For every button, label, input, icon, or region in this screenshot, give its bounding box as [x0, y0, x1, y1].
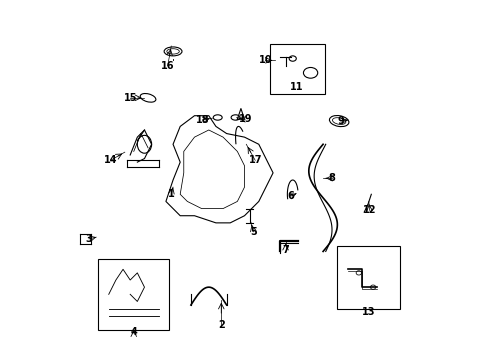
Text: 9: 9: [337, 116, 344, 126]
Bar: [98, 258, 169, 330]
Text: 18: 18: [195, 115, 209, 125]
Text: 6: 6: [287, 191, 294, 201]
Text: 16: 16: [161, 61, 174, 71]
Text: 4: 4: [130, 327, 137, 337]
Bar: [269, 44, 324, 94]
Text: 3: 3: [85, 234, 92, 244]
Text: 17: 17: [248, 156, 262, 165]
Text: 7: 7: [282, 245, 288, 255]
Text: 19: 19: [238, 114, 251, 124]
Text: 11: 11: [289, 82, 303, 92]
Text: 1: 1: [167, 189, 174, 199]
Text: 15: 15: [123, 93, 137, 103]
Text: 10: 10: [258, 55, 271, 65]
Text: 13: 13: [361, 307, 375, 317]
Text: 14: 14: [103, 156, 117, 165]
Bar: [337, 246, 399, 309]
Text: 2: 2: [218, 320, 224, 330]
Text: 5: 5: [249, 227, 256, 237]
Text: 12: 12: [362, 205, 375, 215]
Text: 8: 8: [328, 173, 335, 183]
